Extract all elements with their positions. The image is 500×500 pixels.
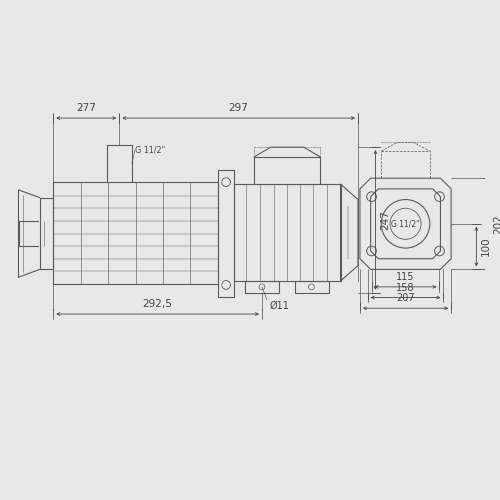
Text: 292,5: 292,5: [142, 299, 172, 309]
Bar: [254, 157, 320, 184]
Bar: [54, 182, 218, 284]
Text: 277: 277: [76, 103, 96, 113]
Text: 100: 100: [481, 237, 491, 256]
Text: Ø11: Ø11: [270, 300, 289, 310]
Text: G 11/2": G 11/2": [391, 220, 420, 228]
Bar: [234, 184, 340, 281]
Text: 158: 158: [396, 282, 415, 292]
Text: 115: 115: [396, 272, 415, 282]
Bar: [246, 281, 280, 292]
Bar: [295, 281, 329, 292]
Text: 202: 202: [493, 214, 500, 234]
Text: 297: 297: [228, 103, 248, 113]
Text: G 11/2": G 11/2": [135, 146, 165, 154]
Bar: [218, 170, 234, 296]
Text: 247: 247: [380, 210, 390, 230]
Text: 207: 207: [396, 294, 415, 304]
